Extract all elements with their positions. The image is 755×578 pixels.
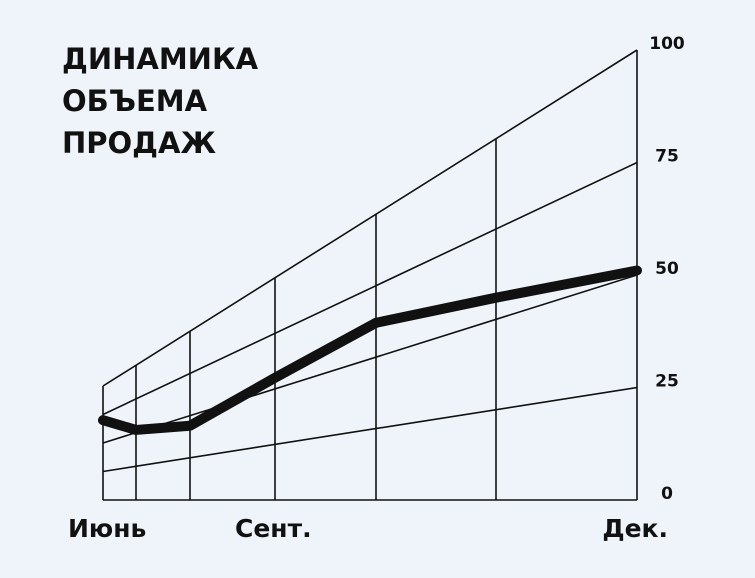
x-tick-label: Дек. — [602, 514, 668, 543]
grid-line — [102, 274, 638, 444]
sales-line — [98, 265, 642, 435]
x-tick-label: Июнь — [68, 514, 146, 543]
grid-line — [102, 386, 638, 473]
grid-line — [102, 161, 638, 416]
y-tick-label: 50 — [655, 259, 679, 279]
y-tick-label: 0 — [661, 484, 673, 504]
y-tick-label: 100 — [649, 34, 685, 54]
grid-line — [102, 49, 638, 387]
y-tick-label: 75 — [655, 147, 679, 167]
chart-title: ДИНАМИКА ОБЪЕМА ПРОДАЖ — [62, 42, 259, 160]
y-tick-label: 25 — [655, 372, 679, 392]
x-tick-label: Сент. — [235, 514, 312, 543]
